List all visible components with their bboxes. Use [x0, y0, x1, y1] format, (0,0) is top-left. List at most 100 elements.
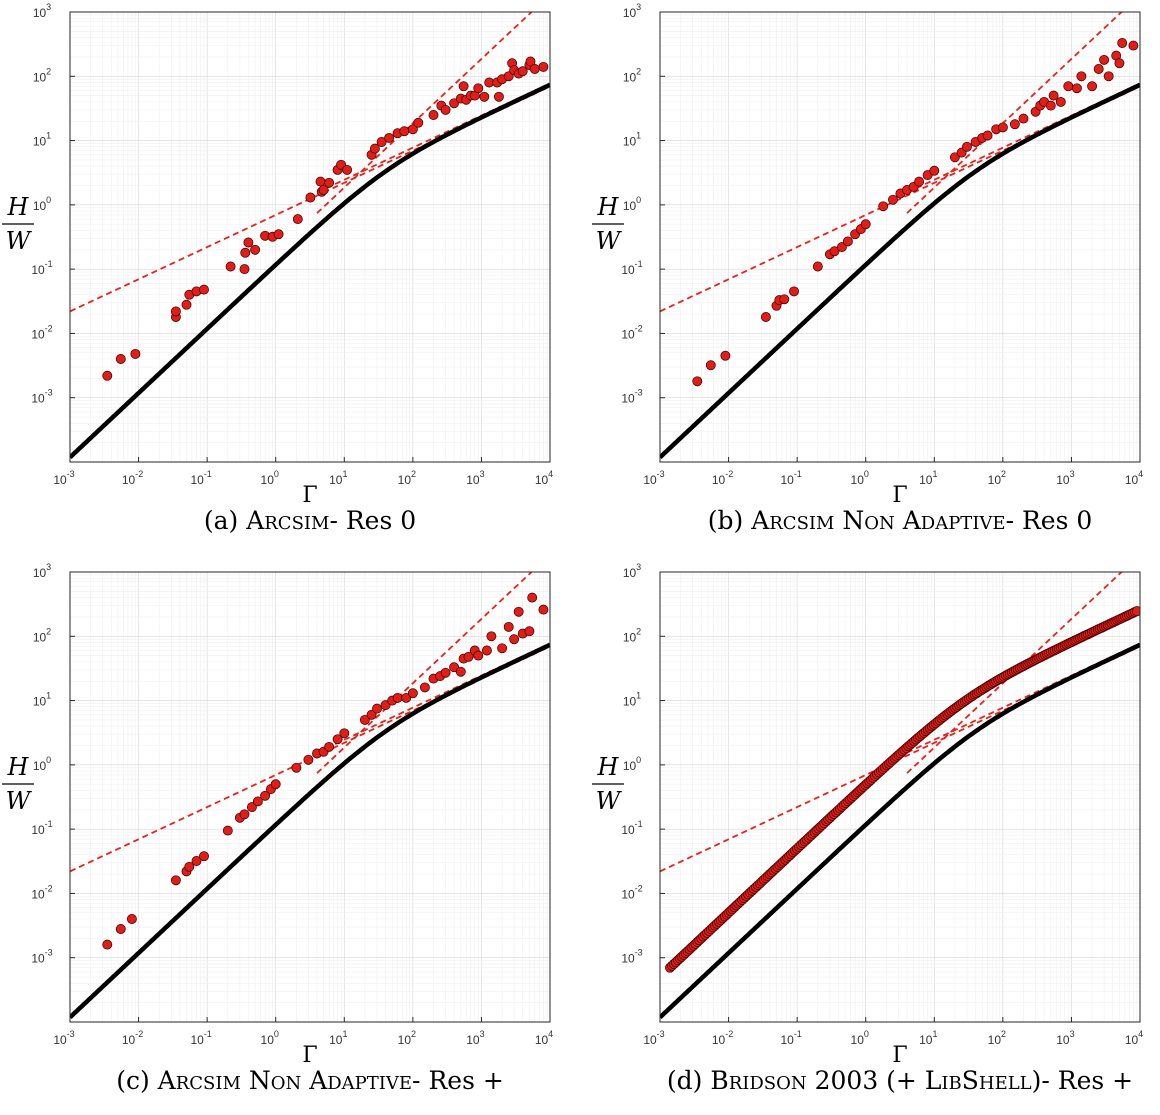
data-point	[292, 214, 303, 225]
x-tick-label: 103	[466, 1029, 484, 1047]
model-curve	[660, 642, 1140, 1019]
x-tick-label: 10-1	[190, 469, 211, 487]
data-point	[929, 165, 940, 176]
y-tick-label: 101	[623, 691, 641, 709]
y-tick-label: 101	[33, 691, 51, 709]
data-points	[102, 56, 549, 381]
x-tick-label: 10-3	[643, 1029, 664, 1047]
data-point	[369, 143, 380, 154]
y-tick-label: 102	[623, 66, 641, 84]
data-point	[384, 132, 395, 143]
data-point	[270, 779, 281, 790]
y-axis-label-denominator: W	[596, 787, 623, 815]
x-tick-label: 102	[398, 469, 416, 487]
y-tick-label: 10-3	[621, 388, 642, 406]
x-tick-label: 102	[398, 1029, 416, 1047]
data-point	[252, 796, 263, 807]
x-tick-label: 101	[919, 1029, 937, 1047]
data-point	[324, 177, 335, 188]
x-tick-label: 10-1	[780, 469, 801, 487]
x-tick-label: 10-2	[122, 1029, 143, 1047]
plot-area	[70, 12, 550, 462]
x-tick-label: 10-2	[712, 1029, 733, 1047]
x-axis-label: Γ	[302, 1043, 317, 1068]
data-point	[170, 875, 181, 886]
caption-suffix: )- Res +	[1031, 1066, 1134, 1095]
data-point	[181, 299, 192, 310]
guide-line-steep	[906, 12, 1123, 214]
data-point	[1128, 40, 1139, 51]
caption-method: Arcsim Non Adaptive	[157, 1066, 413, 1095]
data-point	[463, 651, 474, 662]
data-point	[524, 626, 535, 637]
y-tick-label: 101	[33, 131, 51, 149]
panel-c: 10-3 10-2 10-1 100 101 102 103 104 10-3 10-2 10-1 1…	[2, 562, 553, 1068]
data-point	[303, 754, 314, 765]
data-point	[1045, 100, 1056, 111]
y-tick-label: 100	[623, 195, 641, 213]
data-point	[449, 98, 460, 109]
grid	[659, 12, 1140, 463]
data-point	[250, 244, 261, 255]
caption-a: (a) Arcsim- Res 0	[204, 506, 416, 535]
data-point	[962, 141, 972, 152]
x-tick-label: 103	[466, 469, 484, 487]
caption-method: Arcsim	[246, 506, 330, 535]
x-tick-label: 102	[988, 1029, 1006, 1047]
data-point	[440, 667, 451, 678]
y-axis-label-numerator: H	[597, 753, 620, 781]
data-point	[473, 83, 484, 94]
data-point	[888, 194, 898, 205]
caption-tag: (a)	[203, 506, 247, 535]
x-tick-label: 103	[1056, 469, 1074, 487]
data-point	[503, 621, 514, 632]
caption-suffix: - Res 0	[329, 506, 417, 535]
data-point	[315, 176, 326, 187]
data-point	[324, 741, 335, 752]
data-point	[102, 939, 113, 950]
x-tick-label: 10-3	[53, 1029, 74, 1047]
x-tick-label: 101	[919, 469, 937, 487]
guide-line-steep	[906, 572, 1123, 774]
model-curve	[660, 82, 1140, 459]
caption-tag: (b)	[707, 506, 752, 535]
data-point	[760, 312, 771, 322]
y-tick-label: 10-1	[621, 819, 642, 837]
data-points	[692, 38, 1139, 387]
x-tick-label: 10-1	[190, 1029, 211, 1047]
x-axis-label: Γ	[892, 483, 907, 508]
data-point	[126, 914, 137, 924]
caption-method: Bridson	[710, 1066, 807, 1095]
data-point	[440, 104, 451, 115]
y-tick-label: 100	[623, 755, 641, 773]
caption-c: (c) Arcsim Non Adaptive- Res +	[116, 1066, 504, 1095]
data-point	[130, 348, 141, 359]
data-point	[481, 645, 492, 656]
data-points	[102, 592, 549, 950]
caption-method: Arcsim Non Adaptive	[751, 506, 1006, 535]
x-tick-label: 104	[535, 469, 553, 487]
data-point	[332, 734, 343, 745]
y-tick-label: 103	[33, 562, 51, 580]
data-point	[1131, 606, 1140, 617]
plot-content	[70, 572, 550, 1019]
x-tick-label: 104	[1125, 1029, 1143, 1047]
data-point	[538, 604, 549, 615]
plot-content	[660, 572, 1140, 1019]
data-point	[199, 284, 209, 295]
x-tick-label: 10-2	[122, 469, 143, 487]
data-point	[812, 261, 823, 272]
axes-frame	[659, 571, 1141, 1023]
y-tick-label: 100	[33, 195, 51, 213]
data-point	[878, 201, 889, 212]
plot-area	[660, 12, 1140, 462]
data-point	[513, 606, 524, 617]
y-axis-label-numerator: H	[7, 753, 30, 781]
y-tick-label: 10-1	[621, 259, 642, 277]
x-axis-label: Γ	[302, 483, 317, 508]
caption-tag: (c)	[116, 1066, 158, 1095]
caption-suffix: - Res 0	[1005, 506, 1093, 535]
data-point	[115, 354, 126, 364]
data-point	[399, 126, 410, 137]
